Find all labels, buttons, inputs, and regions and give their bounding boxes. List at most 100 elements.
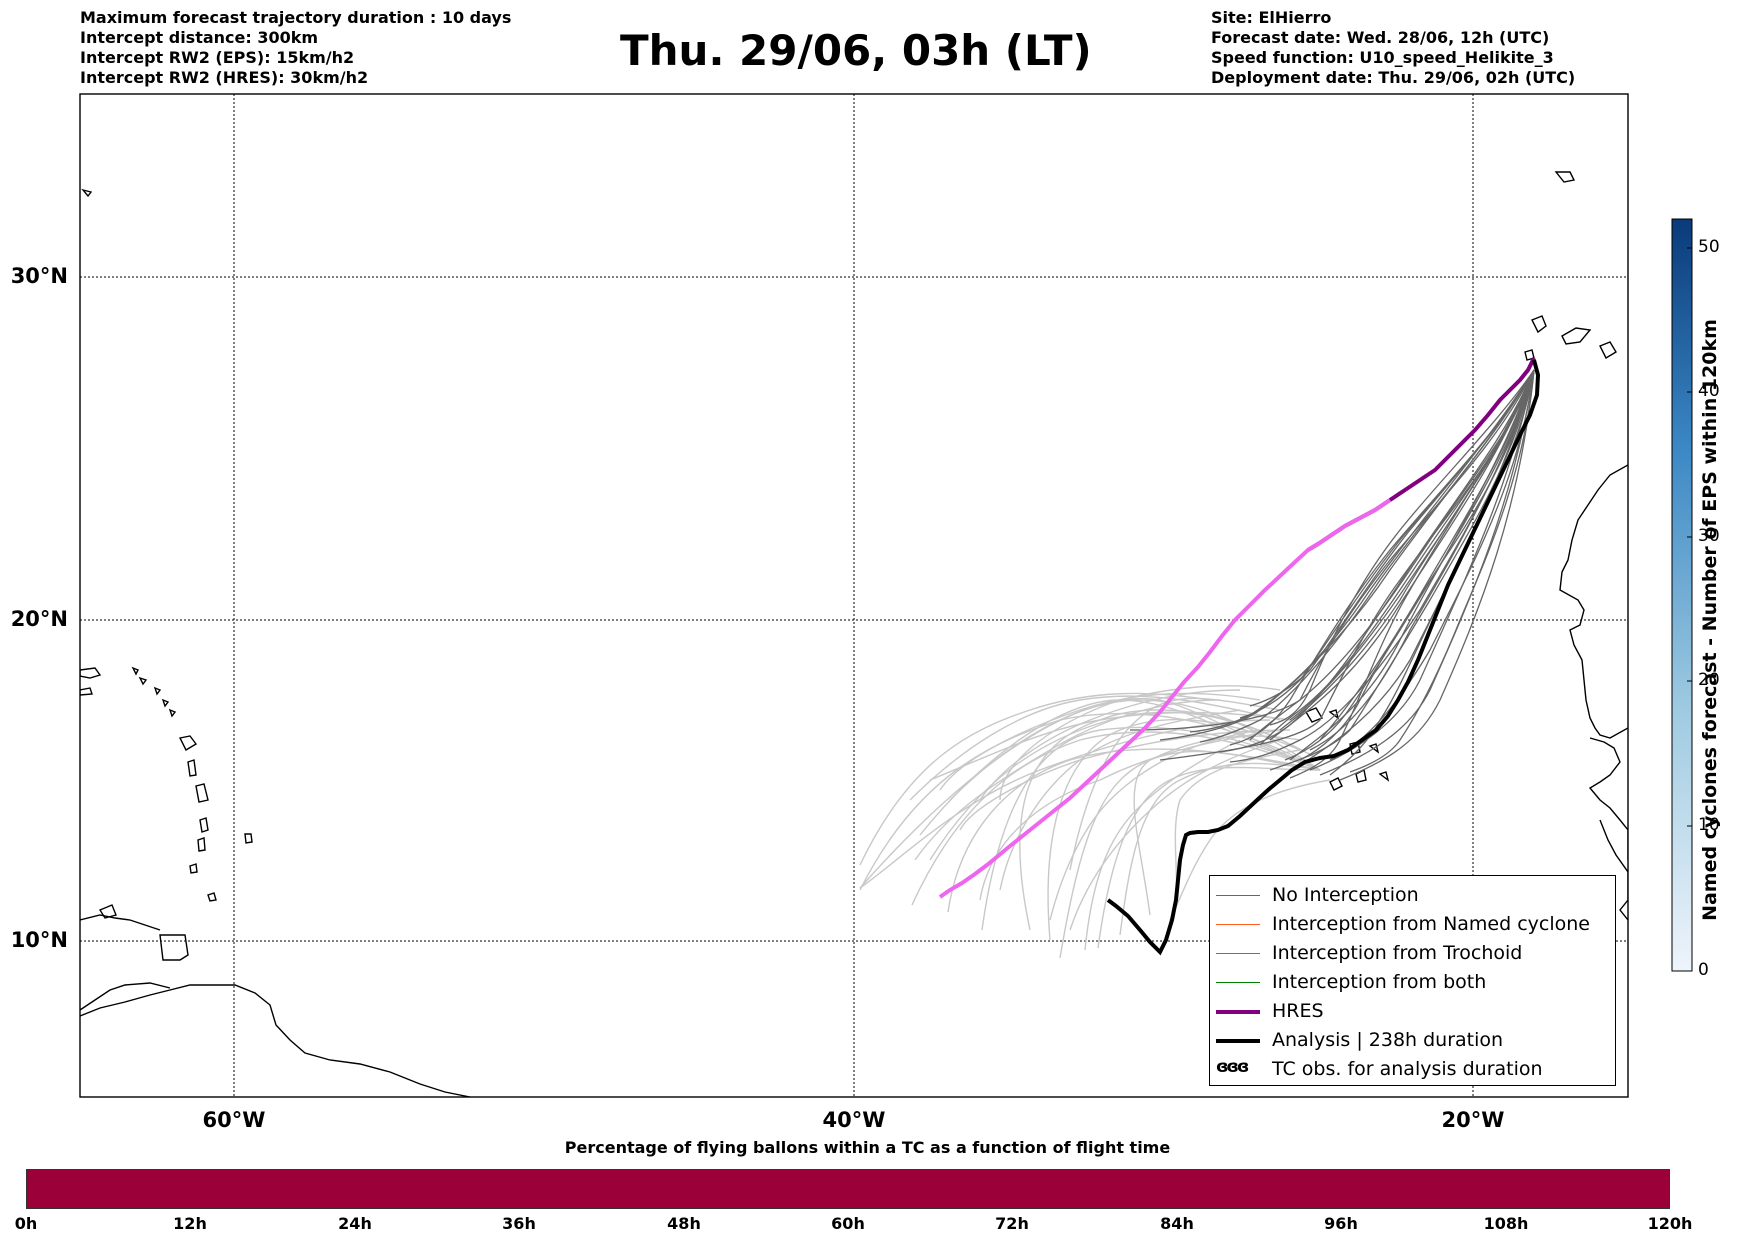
traj-dark — [1309, 369, 1535, 771]
canary-island-2 — [1561, 327, 1592, 345]
legend-label: Interception from Named cyclone — [1272, 913, 1590, 935]
traj-light — [1119, 762, 1321, 936]
legend-line-olive — [1216, 953, 1260, 954]
header-right-info: Site: ElHierro Forecast date: Wed. 28/06… — [1211, 8, 1575, 88]
traj-light — [939, 692, 1261, 791]
canary-island-1 — [1531, 315, 1547, 334]
colorbar-tick: 10 — [1698, 815, 1720, 835]
traj-light — [909, 695, 1281, 801]
legend-item-tc-obs: ɞɞɞ TC obs. for analysis duration — [1210, 1056, 1615, 1085]
traj-dark — [1159, 369, 1535, 741]
legend-item-trochoid: Interception from Trochoid — [1210, 940, 1615, 969]
traj-dark — [1284, 369, 1535, 761]
pct-tick-label: 108h — [1483, 1214, 1529, 1233]
ensemble-light-trajectories — [859, 685, 1331, 959]
lon-label-60w: 60°W — [202, 1108, 266, 1132]
traj-light — [1069, 739, 1281, 931]
pct-tick-label: 12h — [173, 1214, 207, 1233]
map-frame — [79, 93, 1629, 1098]
intercept-hres-text: Intercept RW2 (HRES): 30km/h2 — [80, 68, 369, 87]
pct-tick-label: 96h — [1324, 1214, 1358, 1233]
forecast-date-text: Forecast date: Wed. 28/06, 12h (UTC) — [1211, 28, 1550, 47]
traj-light — [1169, 779, 1331, 921]
pct-tick-label: 24h — [338, 1214, 372, 1233]
page-title: Thu. 29/06, 03h (LT) — [620, 26, 1092, 75]
traj-light — [859, 697, 1321, 889]
traj-light — [1097, 766, 1321, 949]
barbados — [244, 833, 253, 844]
traj-light — [999, 685, 1281, 801]
ensemble-no-interception-trajectories — [1129, 369, 1535, 781]
colorbar-ticks — [1687, 247, 1692, 972]
map-content — [80, 94, 1628, 1097]
legend-item-analysis: Analysis | 238h duration — [1210, 1027, 1615, 1056]
traj-dark — [1339, 369, 1535, 781]
traj-light — [911, 731, 1321, 906]
islet-6 — [81, 188, 93, 198]
traj-dark — [1299, 369, 1535, 766]
coastlines — [80, 171, 1628, 1097]
traj-dark — [1189, 369, 1535, 733]
traj-light — [1084, 739, 1241, 951]
deployment-date-text: Deployment date: Thu. 29/06, 02h (UTC) — [1211, 68, 1576, 87]
hres-trajectory-light — [938, 498, 1392, 899]
islet-3 — [153, 686, 162, 696]
traj-light — [914, 699, 1221, 861]
colorbar-tick: 40 — [1698, 381, 1720, 401]
map-legend: No Interception Interception from Named … — [1209, 875, 1616, 1086]
pct-tick-label: 48h — [667, 1214, 701, 1233]
lat-label-30n: 30°N — [10, 264, 68, 288]
cyclone-symbol-icon: ɞɞɞ — [1216, 1057, 1249, 1077]
cape-verde-5 — [1329, 777, 1343, 791]
percentage-bar-title: Percentage of flying ballons within a TC… — [564, 1138, 1171, 1157]
islet-5 — [168, 708, 177, 718]
traj-dark — [1279, 369, 1535, 731]
analysis-trajectory — [1106, 359, 1541, 956]
pct-tick-label: 0h — [14, 1214, 38, 1233]
south-america-coast — [80, 984, 471, 1097]
lesser-antilles-5 — [197, 837, 206, 852]
legend-label: Analysis | 238h duration — [1272, 1029, 1504, 1051]
traj-dark — [1349, 369, 1535, 773]
venezuela-coast-north — [80, 982, 171, 1011]
caribbean-coast-2 — [80, 914, 161, 931]
colorbar — [1671, 218, 1693, 972]
legend-line-purple — [1216, 1010, 1260, 1014]
paraguana-peninsula — [98, 904, 117, 919]
trinidad-island — [159, 934, 189, 961]
legend-label: HRES — [1272, 1000, 1324, 1022]
africa-coast — [1559, 464, 1628, 921]
pct-tick-label: 120h — [1647, 1214, 1693, 1233]
traj-dark — [1329, 369, 1535, 761]
legend-line-black — [1216, 1039, 1260, 1043]
gridlines — [80, 94, 1628, 1097]
lat-label-10n: 10°N — [10, 928, 68, 952]
legend-item-both: Interception from both — [1210, 969, 1615, 998]
lesser-antilles-2 — [187, 759, 197, 777]
puerto-rico — [80, 667, 102, 679]
intercept-eps-text: Intercept RW2 (EPS): 15km/h2 — [80, 48, 355, 67]
pct-tick-label: 84h — [1160, 1214, 1194, 1233]
legend-item-no-interception: No Interception — [1210, 882, 1615, 911]
islet-4 — [161, 698, 170, 708]
hispaniola-edge — [80, 687, 93, 696]
colorbar-tick: 30 — [1698, 526, 1720, 546]
lat-label-20n: 20°N — [10, 607, 68, 631]
cape-verde-6 — [1355, 768, 1367, 783]
pct-tick-label: 60h — [831, 1214, 865, 1233]
traj-light — [1049, 729, 1261, 921]
colorbar-tick: 50 — [1698, 237, 1720, 257]
traj-light — [859, 692, 1211, 866]
legend-label: TC obs. for analysis duration — [1272, 1058, 1543, 1080]
lesser-antilles-4 — [199, 817, 209, 833]
cape-verde-1 — [1304, 707, 1324, 723]
traj-dark — [1269, 369, 1535, 741]
madeira — [1554, 171, 1576, 183]
traj-dark — [1299, 369, 1535, 761]
pct-tick-label: 36h — [502, 1214, 536, 1233]
legend-line-gray — [1216, 895, 1260, 896]
colorbar-tick: 20 — [1698, 670, 1720, 690]
max-duration-text: Maximum forecast trajectory duration : 1… — [80, 8, 512, 27]
legend-label: Interception from Trochoid — [1272, 942, 1523, 964]
